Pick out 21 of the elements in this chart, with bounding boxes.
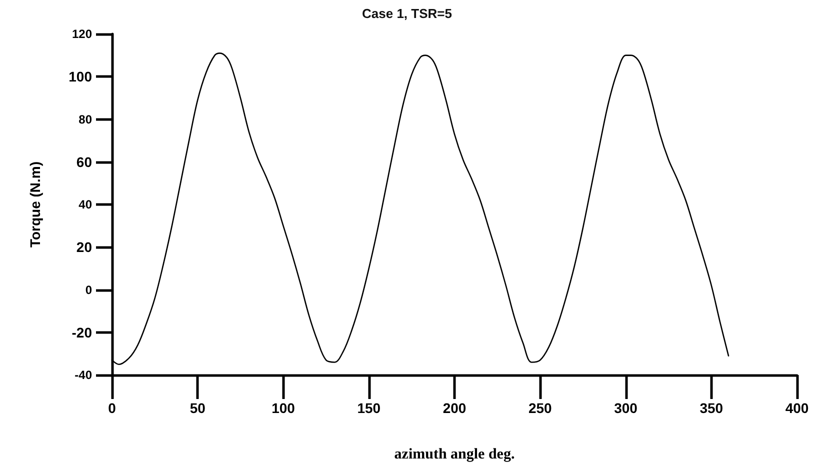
y-tick-label: 20 [76, 239, 92, 256]
y-tick-label: -20 [72, 324, 92, 340]
x-tick-label: 250 [528, 400, 552, 416]
y-tick-label: 80 [78, 112, 92, 126]
x-tick-label: 400 [785, 400, 809, 416]
x-tick-label: 100 [272, 400, 296, 416]
x-axis-title: azimuth angle deg. [394, 446, 515, 462]
x-tick-label: 200 [442, 400, 466, 416]
y-tick-label: 100 [68, 68, 92, 85]
y-tick-label: 0 [85, 282, 92, 297]
chart-title: Case 1, TSR=5 [362, 6, 452, 21]
x-tick-label: 150 [357, 400, 381, 416]
y-tick-label: 120 [72, 27, 92, 41]
x-tick-label: 350 [700, 400, 724, 416]
x-tick-label: 300 [614, 400, 638, 416]
y-tick-label: 60 [76, 154, 92, 170]
y-axis-title: Torque (N.m) [27, 161, 43, 248]
y-tick-label: -40 [74, 368, 92, 382]
x-tick-label: 0 [108, 400, 116, 416]
x-tick-label: 50 [190, 400, 206, 416]
y-tick-label: 40 [78, 198, 92, 212]
